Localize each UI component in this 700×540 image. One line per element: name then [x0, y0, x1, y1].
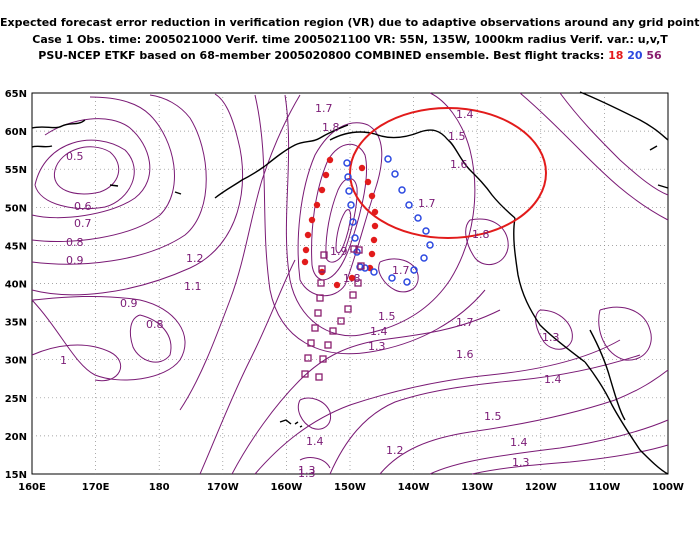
lon-tick-label: 160W — [270, 482, 302, 493]
verification-region-circle — [349, 107, 547, 239]
lon-tick-label: 100W — [652, 482, 684, 493]
title-line-3: PSU-NCEP ETKF based on 68-member 2005020… — [0, 49, 700, 62]
lon-tick-label: 170W — [207, 482, 239, 493]
lat-tick-label: 45N — [5, 241, 27, 252]
contour-label: 1.5 — [378, 310, 396, 323]
contour-label: 1.5 — [448, 130, 466, 143]
title-line-2: Case 1 Obs. time: 2005021000 Verif. time… — [32, 33, 668, 46]
contour-label: 1.3 — [368, 340, 386, 353]
contour-label: 1.4 — [510, 436, 528, 449]
contour-label: 1.1 — [184, 280, 202, 293]
contour-label: 1.3 — [512, 456, 530, 469]
contour-label: 1.4 — [456, 108, 474, 121]
lon-tick-label: 160E — [18, 482, 46, 493]
lon-tick-label: 130W — [461, 482, 493, 493]
contour-label: 0.8 — [146, 318, 164, 331]
lon-tick-label: 180 — [149, 482, 170, 493]
track-purple-count: 56 — [646, 49, 662, 62]
contour-label: 1.6 — [450, 158, 468, 171]
contour-label: 1.7 — [418, 197, 436, 210]
contour-label: 0.7 — [74, 217, 92, 230]
lat-tick-label: 60N — [5, 127, 27, 138]
contour-label: 1.3 — [298, 467, 316, 480]
contour-label: 1.9 — [330, 245, 348, 258]
contour-label: 1.5 — [484, 410, 502, 423]
tick-label-group: 160E 170E 180 170W 160W 150W 140W 130W 120W 110W 1… — [5, 89, 684, 493]
contour-label: 1.8 — [322, 121, 340, 134]
contour-label: 1.3 — [298, 464, 316, 477]
contour-label: 1.7 — [456, 316, 474, 329]
lat-tick-label: 15N — [5, 470, 27, 481]
lat-tick-label: 55N — [5, 165, 27, 176]
lon-tick-label: 120W — [525, 482, 557, 493]
lat-tick-label: 50N — [5, 203, 27, 214]
coastlines — [31, 91, 669, 475]
contour-label: 0.9 — [120, 297, 138, 310]
contour-label: 1.7 — [315, 102, 333, 115]
purple-flight-track — [301, 245, 365, 381]
contour-label: 1.8 — [343, 272, 361, 285]
lat-tick-label: 25N — [5, 394, 27, 405]
track-blue-count: 20 — [627, 49, 643, 62]
contour-label: 1.6 — [456, 348, 474, 361]
lat-tick-label: 65N — [5, 89, 27, 100]
title-line-1: Expected forecast error reduction in ver… — [0, 16, 700, 29]
lat-tick-label: 35N — [5, 318, 27, 329]
track-red-count: 18 — [608, 49, 624, 62]
contour-label: 1.7 — [392, 264, 410, 277]
contour-label: 1.4 — [306, 435, 324, 448]
lat-tick-label: 20N — [5, 432, 27, 443]
contour-label: 0.6 — [74, 200, 92, 213]
red-flight-track — [301, 156, 379, 289]
lon-tick-label: 140W — [398, 482, 430, 493]
contour-label: 0.8 — [66, 236, 84, 249]
lon-tick-label: 110W — [588, 482, 620, 493]
contour-label: 1.2 — [186, 252, 204, 265]
contour-label: 1.3 — [542, 331, 560, 344]
contour-label: 1.4 — [544, 373, 562, 386]
contour-label: 1.8 — [472, 228, 490, 241]
lat-tick-label: 30N — [5, 356, 27, 367]
title-prefix: PSU-NCEP ETKF based on 68-member 2005020… — [38, 49, 609, 62]
contour-lines — [31, 92, 669, 475]
contour-label: 1.4 — [370, 325, 388, 338]
contour-label-group: 0.5 0.6 0.7 0.8 0.9 1.2 1.1 0.9 0.8 1 1.7 1.8 1.9 1.8… — [60, 102, 562, 480]
lon-tick-label: 170E — [82, 482, 110, 493]
lat-tick-label: 40N — [5, 280, 27, 291]
lon-tick-label: 150W — [334, 482, 366, 493]
contour-label: 0.9 — [66, 254, 84, 267]
contour-label: 1 — [60, 354, 67, 367]
contour-label: 0.5 — [66, 150, 84, 163]
contour-label: 1.2 — [386, 444, 404, 457]
